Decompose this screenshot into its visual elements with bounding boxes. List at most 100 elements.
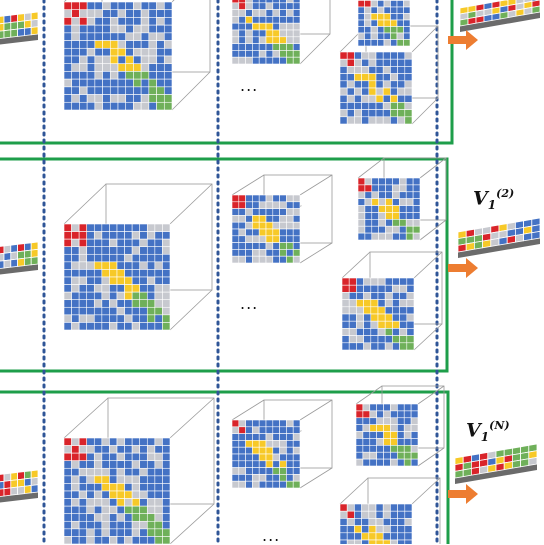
- matrix-cell: [375, 94, 384, 103]
- matrix-cell: [109, 86, 119, 95]
- matrix-cell: [390, 532, 398, 541]
- matrix-cell: [245, 22, 253, 31]
- matrix-cell: [231, 2, 240, 10]
- matrix-cell: [148, 101, 157, 111]
- matrix-cell: [390, 445, 398, 453]
- matrix-cell: [78, 483, 88, 492]
- matrix-cell: [71, 490, 80, 499]
- token-cell: [0, 473, 5, 483]
- matrix-cell: [93, 276, 103, 285]
- matrix-cell: [109, 40, 119, 49]
- matrix-cell: [258, 2, 267, 10]
- matrix-cell: [117, 78, 127, 88]
- matrix-cell: [101, 269, 110, 278]
- matrix-cell: [279, 2, 287, 10]
- matrix-cell: [346, 51, 355, 60]
- matrix-cell: [371, 205, 379, 213]
- matrix-cell: [86, 284, 95, 293]
- matrix-cell: [397, 451, 405, 460]
- matrix-cell: [265, 0, 274, 4]
- matrix-cell: [245, 446, 253, 455]
- matrix-cell: [139, 520, 148, 530]
- matrix-cell: [361, 80, 370, 89]
- matrix-cell: [71, 253, 80, 263]
- matrix-cell: [362, 424, 371, 432]
- matrix-cell: [370, 342, 379, 351]
- matrix-cell: [231, 255, 240, 264]
- matrix-cell: [86, 9, 96, 18]
- matrix-cell: [341, 328, 350, 336]
- matrix-cell: [339, 539, 348, 544]
- matrix-cell: [116, 505, 125, 515]
- matrix-cell: [71, 314, 80, 323]
- matrix-cell: [146, 475, 156, 484]
- matrix-cell: [265, 50, 274, 58]
- matrix-cell: [406, 313, 415, 322]
- matrix-cell: [163, 9, 173, 18]
- matrix-cell: [404, 532, 413, 541]
- matrix-cell: [272, 9, 280, 17]
- matrix-cell: [384, 292, 393, 300]
- matrix-cell: [252, 474, 260, 482]
- matrix-cell: [63, 17, 73, 26]
- matrix-cell: [406, 284, 415, 293]
- matrix-cell: [286, 242, 294, 250]
- matrix-cell: [109, 32, 119, 41]
- token-bar-edge: [0, 264, 38, 275]
- matrix-cell: [363, 299, 372, 308]
- matrix-cell: [339, 51, 348, 60]
- matrix-cell: [86, 505, 95, 515]
- matrix-cell: [361, 66, 370, 74]
- matrix-cell: [406, 277, 415, 286]
- matrix-cell: [397, 445, 405, 453]
- matrix-cell: [86, 78, 96, 88]
- matrix-cell: [94, 9, 103, 18]
- token-cell: [506, 235, 516, 245]
- matrix-cell: [238, 433, 246, 441]
- matrix-cell: [375, 80, 384, 89]
- matrix-cell: [378, 198, 386, 206]
- matrix-cell: [63, 71, 73, 80]
- matrix-cell: [356, 299, 364, 308]
- matrix-cell: [71, 475, 80, 484]
- matrix-cell: [272, 194, 280, 203]
- matrix-cell: [272, 460, 280, 468]
- matrix-cell: [370, 26, 378, 34]
- matrix-cell: [265, 2, 274, 10]
- matrix-cell: [385, 184, 393, 193]
- matrix-cell: [369, 458, 377, 467]
- matrix-cell: [339, 80, 348, 89]
- matrix-cell: [245, 16, 253, 24]
- matrix-cell: [94, 55, 103, 65]
- matrix-cell: [292, 208, 301, 216]
- matrix-cell: [78, 460, 88, 469]
- matrix-cell: [245, 29, 253, 38]
- matrix-cell: [109, 223, 118, 232]
- matrix-cell: [399, 212, 407, 220]
- matrix-cell: [245, 215, 253, 223]
- cube-edge: [417, 385, 445, 405]
- matrix-cell: [286, 22, 294, 31]
- token-cell: [0, 260, 5, 269]
- matrix-cell: [272, 50, 280, 58]
- matrix-cell: [339, 58, 348, 67]
- matrix-cell: [397, 525, 406, 534]
- matrix-cell: [399, 198, 407, 206]
- matrix-cell: [382, 109, 391, 118]
- matrix-cell: [86, 238, 95, 248]
- matrix-cell: [383, 445, 391, 453]
- matrix-cell: [286, 36, 294, 44]
- matrix-cell: [93, 536, 103, 544]
- matrix-cell: [376, 431, 384, 439]
- matrix-cell: [139, 505, 148, 515]
- matrix-cell: [116, 284, 125, 293]
- matrix-cell: [258, 480, 267, 489]
- matrix-cell: [131, 483, 141, 492]
- matrix-cell: [357, 198, 366, 206]
- matrix-cell: [231, 242, 240, 250]
- matrix-cell: [383, 417, 391, 425]
- matrix-cell: [102, 63, 111, 72]
- matrix-cell: [399, 205, 407, 213]
- matrix-cell: [86, 40, 96, 49]
- matrix-cell: [245, 440, 253, 448]
